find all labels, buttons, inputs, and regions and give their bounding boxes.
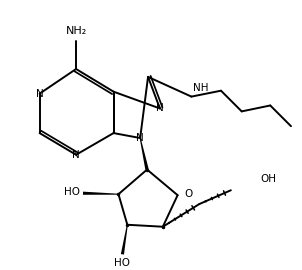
Polygon shape (121, 225, 128, 255)
Text: O: O (185, 189, 193, 199)
Text: NH: NH (193, 83, 209, 93)
Text: N: N (72, 150, 80, 160)
Text: OH: OH (260, 174, 276, 184)
Text: N: N (36, 89, 43, 99)
Text: HO: HO (64, 187, 80, 197)
Text: NH₂: NH₂ (66, 26, 87, 36)
Text: N: N (136, 133, 144, 143)
Polygon shape (83, 192, 118, 195)
Text: HO: HO (114, 258, 130, 268)
Text: N: N (156, 103, 164, 113)
Polygon shape (140, 138, 149, 170)
